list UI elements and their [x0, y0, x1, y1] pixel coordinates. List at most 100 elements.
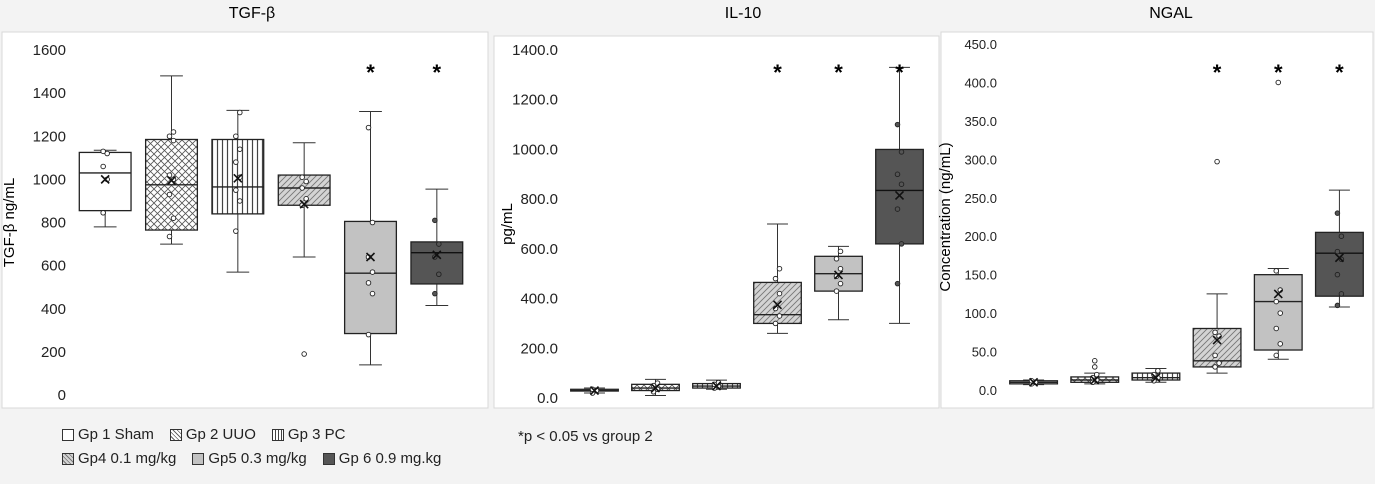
box-group-2	[631, 378, 680, 397]
data-point	[237, 109, 243, 116]
y-tick-label: 1600	[33, 42, 66, 59]
legend-label: Gp 6 0.9 mg.kg	[338, 450, 442, 467]
box	[1314, 231, 1364, 297]
box	[343, 220, 398, 335]
significance-star: *	[366, 60, 375, 85]
significance-star: *	[1274, 60, 1283, 85]
data-point	[166, 133, 173, 139]
y-tick-label: 1400	[33, 85, 66, 102]
legend-item-gp6: Gp 6 0.9 mg.kg	[322, 450, 442, 467]
significance-star: *	[834, 60, 843, 85]
y-tick-label: 300.0	[964, 152, 997, 167]
mean-marker	[772, 300, 783, 310]
legend-label: Gp5 0.3 mg/kg	[208, 450, 307, 467]
y-tick-label: 1000	[33, 171, 66, 188]
outlier-point	[1214, 158, 1220, 165]
data-point	[772, 320, 779, 327]
data-point	[233, 133, 239, 139]
legend-label: Gp 3 PC	[287, 426, 346, 443]
data-point	[365, 331, 372, 338]
data-point	[233, 187, 239, 193]
mean-marker	[299, 199, 309, 209]
legend-label: Gp 2 UUO	[185, 426, 256, 443]
data-point	[837, 248, 844, 255]
chart-panel-1: IL-10 pg/mL 0.0 200.0 400.0 600.0 800.0 1000.0 1…	[493, 5, 940, 409]
box-group-2	[1070, 358, 1120, 386]
box-group-1	[570, 385, 619, 396]
mean-marker	[711, 381, 722, 391]
legend-swatch	[322, 452, 335, 465]
data-point	[233, 228, 239, 234]
data-point	[436, 241, 442, 247]
legend: Gp 1 Sham Gp 2 UUO Gp 3 PC Gp4 0.1 mg/kg…	[62, 426, 502, 474]
data-point	[1277, 341, 1283, 347]
data-point	[1334, 248, 1341, 255]
mean-marker	[589, 385, 600, 396]
significance-star: *	[773, 60, 782, 85]
box-group-3	[692, 379, 741, 391]
data-point	[369, 290, 376, 297]
y-tick-label: 600.0	[520, 241, 558, 258]
data-point	[299, 174, 305, 180]
data-point	[833, 288, 840, 294]
data-point	[170, 215, 177, 221]
data-point	[1334, 210, 1341, 216]
box-group-1	[1009, 377, 1059, 387]
data-point	[1334, 302, 1341, 309]
data-point	[776, 313, 783, 319]
data-point	[833, 256, 840, 262]
data-point	[100, 210, 106, 216]
data-point	[898, 149, 905, 155]
data-point	[1212, 352, 1218, 359]
box-group-5: *	[1253, 60, 1303, 360]
data-point	[837, 280, 844, 287]
mean-marker	[166, 175, 177, 186]
data-point	[776, 290, 783, 297]
data-point	[170, 137, 177, 144]
panel-frame	[1, 31, 489, 409]
mean-marker	[100, 174, 110, 184]
chart-title: IL-10	[725, 5, 762, 22]
data-point	[365, 124, 372, 131]
y-tick-label: 1000.0	[512, 141, 558, 158]
legend-label: Gp4 0.1 mg/kg	[78, 450, 177, 467]
y-tick-label: 100.0	[964, 306, 997, 321]
legend-item-gp1: Gp 1 Sham	[62, 426, 154, 443]
data-point	[299, 185, 305, 191]
box-group-4: *	[753, 60, 802, 334]
mean-marker	[1212, 335, 1222, 345]
data-point	[1212, 329, 1218, 336]
data-point	[1334, 271, 1341, 278]
box	[78, 151, 132, 212]
data-point	[898, 241, 905, 247]
chart-title: NGAL	[1149, 5, 1193, 22]
panel-frame	[940, 31, 1374, 409]
data-point	[772, 275, 779, 282]
y-tick-label: 200.0	[520, 340, 558, 357]
data-point	[776, 265, 783, 272]
data-point	[1212, 364, 1218, 370]
mean-marker	[1151, 373, 1161, 383]
significance-star: *	[1213, 60, 1222, 85]
box	[875, 148, 924, 245]
y-tick-label: 0.0	[537, 390, 558, 407]
y-tick-label: 800.0	[520, 191, 558, 208]
box-group-4: *	[1192, 60, 1242, 374]
data-point	[894, 206, 901, 212]
y-tick-label: 0	[58, 387, 66, 404]
box	[410, 241, 464, 285]
data-point	[100, 148, 106, 155]
y-axis-label: pg/mL	[499, 203, 516, 245]
data-point	[432, 290, 438, 297]
data-point	[898, 181, 905, 187]
data-point	[170, 129, 177, 135]
legend-item-gp2: Gp 2 UUO	[169, 426, 256, 443]
outlier-point	[1091, 364, 1098, 370]
data-point	[166, 233, 173, 240]
data-point	[369, 219, 376, 226]
box-group-1	[78, 148, 132, 228]
legend-item-gp5: Gp5 0.3 mg/kg	[192, 450, 307, 467]
significance-star: *	[895, 60, 904, 85]
y-tick-label: 350.0	[964, 114, 997, 129]
